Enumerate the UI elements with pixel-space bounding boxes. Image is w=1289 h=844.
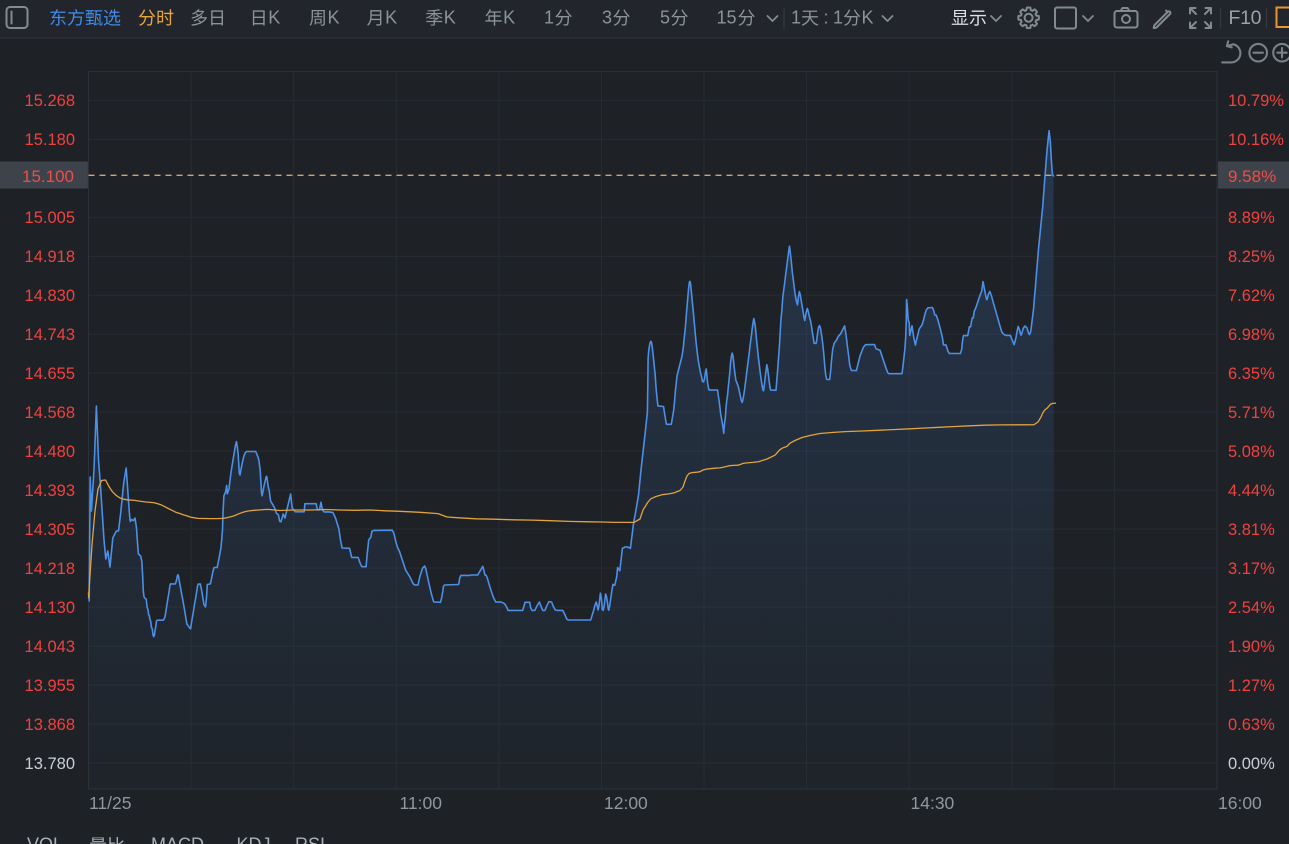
- svg-text:7.62%: 7.62%: [1228, 287, 1275, 305]
- svg-text:1: 1: [833, 8, 843, 28]
- svg-text:8.25%: 8.25%: [1228, 248, 1275, 266]
- svg-text:15.100: 15.100: [22, 167, 74, 186]
- svg-text:11/25: 11/25: [89, 793, 132, 813]
- svg-text:14.480: 14.480: [25, 443, 75, 461]
- svg-text:15: 15: [717, 8, 737, 28]
- svg-text:12:00: 12:00: [604, 793, 648, 813]
- svg-text:2.54%: 2.54%: [1228, 599, 1275, 617]
- svg-text:14.743: 14.743: [25, 326, 75, 344]
- svg-text:14.130: 14.130: [25, 599, 75, 617]
- svg-text:10.16%: 10.16%: [1228, 131, 1284, 149]
- svg-text:14.830: 14.830: [25, 287, 75, 305]
- svg-text:K: K: [503, 8, 515, 28]
- svg-text:6.98%: 6.98%: [1228, 326, 1275, 344]
- svg-text:15.005: 15.005: [25, 209, 75, 227]
- svg-text:14.918: 14.918: [25, 248, 75, 266]
- svg-text:K: K: [328, 8, 340, 28]
- svg-text:F10: F10: [1229, 7, 1262, 29]
- svg-text:K: K: [268, 8, 280, 28]
- svg-text:14.043: 14.043: [25, 638, 75, 656]
- svg-text:0.00%: 0.00%: [1228, 755, 1275, 773]
- svg-text:6.35%: 6.35%: [1228, 365, 1275, 383]
- svg-text:14.218: 14.218: [25, 560, 75, 578]
- svg-text:VOL: VOL: [27, 835, 63, 844]
- svg-text:13.780: 13.780: [25, 755, 75, 773]
- svg-text:15.180: 15.180: [25, 131, 75, 149]
- svg-text:8.89%: 8.89%: [1228, 209, 1275, 227]
- svg-text:MACD: MACD: [151, 835, 204, 844]
- svg-text:1.90%: 1.90%: [1228, 638, 1275, 656]
- svg-text:3.17%: 3.17%: [1228, 560, 1275, 578]
- svg-text:9.58%: 9.58%: [1228, 167, 1276, 186]
- svg-text:5: 5: [660, 8, 670, 28]
- svg-text:10.79%: 10.79%: [1228, 92, 1284, 110]
- svg-text:14.393: 14.393: [25, 482, 75, 500]
- svg-text:14.655: 14.655: [25, 365, 75, 383]
- svg-text:13.955: 13.955: [25, 677, 75, 695]
- svg-text:1: 1: [791, 8, 801, 28]
- svg-text::: :: [824, 8, 829, 28]
- svg-text:14.568: 14.568: [25, 404, 75, 422]
- svg-text:K: K: [444, 8, 456, 28]
- svg-text:14.305: 14.305: [25, 521, 75, 539]
- svg-text:11:00: 11:00: [400, 793, 443, 813]
- svg-text:K: K: [385, 8, 397, 28]
- svg-text:1: 1: [544, 8, 554, 28]
- svg-text:0.63%: 0.63%: [1228, 716, 1275, 734]
- svg-text:14:30: 14:30: [911, 793, 955, 813]
- svg-text:5.71%: 5.71%: [1228, 404, 1275, 422]
- svg-text:13.868: 13.868: [25, 716, 75, 734]
- svg-text:1.27%: 1.27%: [1228, 677, 1275, 695]
- svg-text:3.81%: 3.81%: [1228, 521, 1275, 539]
- svg-text:KDJ: KDJ: [237, 835, 271, 844]
- svg-text:16:00: 16:00: [1218, 793, 1262, 813]
- svg-text:5.08%: 5.08%: [1228, 443, 1275, 461]
- svg-text:4.44%: 4.44%: [1228, 482, 1275, 500]
- svg-text:3: 3: [602, 8, 612, 28]
- svg-text:RSI: RSI: [295, 835, 325, 844]
- svg-text:K: K: [862, 8, 874, 28]
- svg-text:15.268: 15.268: [25, 92, 75, 110]
